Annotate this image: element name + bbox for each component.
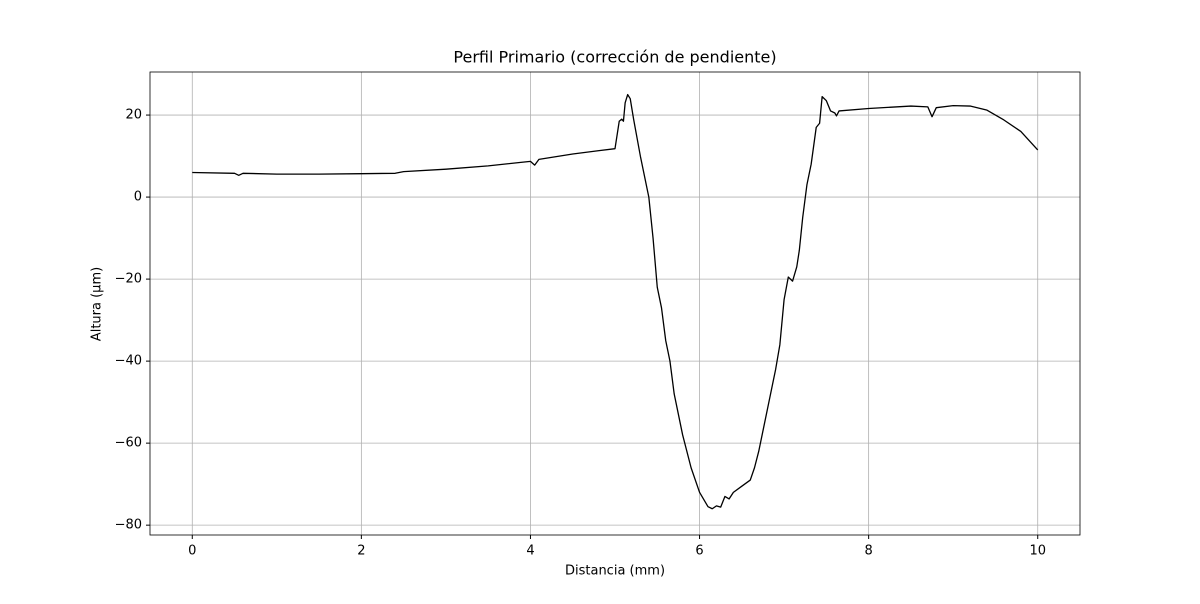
x-tick-label: 0: [188, 544, 196, 559]
y-tick-label: −60: [115, 436, 142, 451]
x-tick-label: 2: [357, 544, 365, 559]
y-axis-label: Altura (µm): [90, 267, 105, 341]
y-tick-label: −20: [115, 272, 142, 287]
x-tick-label: 8: [864, 544, 872, 559]
chart-title: Perfil Primario (corrección de pendiente…: [453, 48, 776, 67]
plot-frame: [149, 71, 1081, 536]
x-tick-label: 6: [695, 544, 703, 559]
x-axis-label: Distancia (mm): [565, 564, 665, 579]
data-line: [192, 93, 1039, 510]
x-tick-label: 10: [1029, 544, 1046, 559]
y-tick-label: 0: [134, 190, 142, 205]
y-tick-label: −80: [115, 518, 142, 533]
y-tick-label: −40: [115, 354, 142, 369]
x-tick-label: 4: [526, 544, 534, 559]
y-tick-label: 20: [125, 108, 142, 123]
